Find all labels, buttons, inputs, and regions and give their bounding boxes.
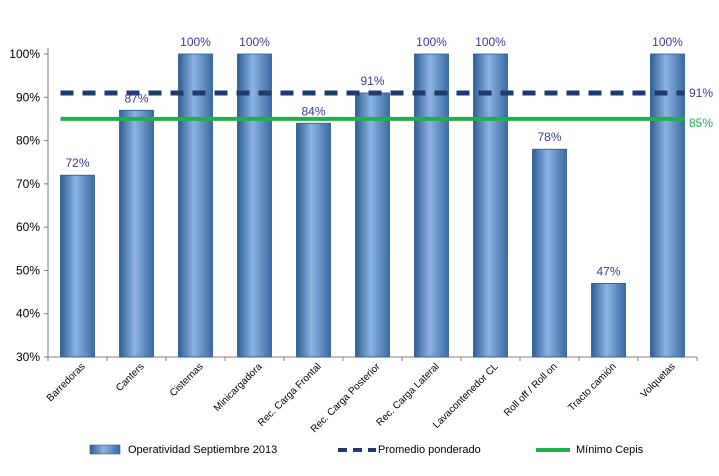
y-tick-label: 60% <box>16 220 40 234</box>
bar-data-label: 100% <box>180 35 211 49</box>
y-tick-label: 30% <box>16 350 40 364</box>
bar-data-label: 78% <box>537 130 561 144</box>
bar <box>119 109 154 358</box>
legend-label-operatividad: Operatividad Septiembre 2013 <box>128 444 277 456</box>
legend-swatch-operatividad <box>89 444 121 455</box>
y-tick-label: 80% <box>16 134 40 148</box>
category-label: Canters <box>114 361 147 394</box>
bar-data-label: 72% <box>65 156 89 170</box>
bar-data-label: 91% <box>360 74 384 88</box>
bar <box>473 53 508 358</box>
bar-data-label: 47% <box>596 264 620 278</box>
bar-data-label: 100% <box>416 35 447 49</box>
reference-lines: 91% 85% <box>60 86 713 130</box>
category-label: Roll off / Roll on <box>502 361 560 419</box>
legend: Operatividad Septiembre 2013 Promedio po… <box>89 444 644 456</box>
y-tick-label: 100% <box>9 47 40 61</box>
category-label: Cisternas <box>168 361 206 399</box>
bar-data-label: 84% <box>301 104 325 118</box>
category-label: Minicargadora <box>212 361 265 414</box>
y-tick-label: 90% <box>16 90 40 104</box>
category-label: Lavacontenedor CL <box>431 361 501 431</box>
bar-data-label: 87% <box>124 91 148 105</box>
bar-data-label: 100% <box>239 35 270 49</box>
category-label: Barredoras <box>45 361 88 404</box>
bar <box>237 53 272 358</box>
category-labels: Barredoras Canters Cisternas MinicargadoraR… <box>45 361 678 435</box>
bar <box>414 53 449 358</box>
bar <box>60 174 95 358</box>
category-label: Rec. Carga Frontal <box>256 361 324 429</box>
legend-label-minimo: Mínimo Cepis <box>576 444 644 456</box>
bar-series <box>60 53 685 358</box>
bar <box>650 53 685 358</box>
bar <box>532 148 567 358</box>
bar <box>591 283 626 358</box>
legend-label-promedio: Promedio ponderado <box>378 444 481 456</box>
category-label: Tracto camión <box>566 361 618 413</box>
bar <box>355 92 390 358</box>
promedio-ponderado-label: 91% <box>689 86 713 100</box>
y-tick-label: 70% <box>16 177 40 191</box>
y-tick-label: 50% <box>16 263 40 277</box>
bar <box>296 122 331 358</box>
bar-data-label: 100% <box>475 35 506 49</box>
y-tick-label: 40% <box>16 307 40 321</box>
chart-axes: 30% 40% 50% 60% 70% 80% 90% 100% <box>9 47 698 364</box>
minimo-cepis-label: 85% <box>689 116 713 130</box>
category-label: Rec. Carga Lateral <box>374 361 441 428</box>
category-label: Volquetas <box>639 361 678 400</box>
data-labels: 72% 87% 100% 100% 84% 91% 100% 100% 78% 47% 100% <box>65 35 683 278</box>
bar <box>178 53 213 358</box>
bar-data-label: 100% <box>652 35 683 49</box>
